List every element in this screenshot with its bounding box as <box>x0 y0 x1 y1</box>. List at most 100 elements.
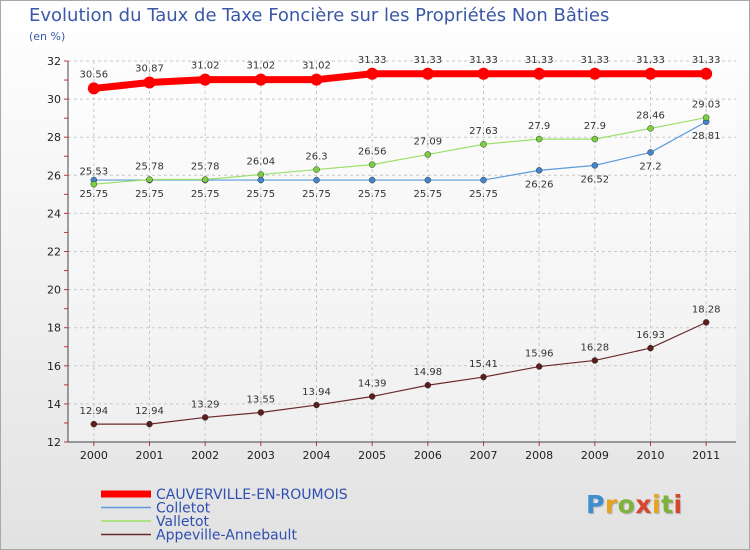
data-label: 31.02 <box>247 61 276 72</box>
legend-label: Valletot <box>156 514 210 530</box>
data-point <box>366 67 379 80</box>
data-label: 25.75 <box>135 189 164 200</box>
data-point <box>644 67 657 80</box>
data-point <box>424 381 432 389</box>
data-label: 27.9 <box>528 121 550 132</box>
y-tick-label: 32 <box>47 55 61 68</box>
data-label: 27.63 <box>469 126 498 137</box>
data-point <box>535 135 543 143</box>
data-label: 31.33 <box>358 55 387 66</box>
data-point <box>310 73 323 86</box>
data-point <box>146 176 153 183</box>
data-point <box>702 319 710 326</box>
data-point <box>591 135 599 143</box>
data-label: 13.94 <box>302 387 331 398</box>
data-point <box>254 73 267 86</box>
data-label: 27.2 <box>639 161 661 172</box>
data-point <box>368 176 376 184</box>
logo-letter: o <box>617 490 636 519</box>
legend-label: CAUVERVILLE-EN-ROUMOIS <box>156 487 348 503</box>
data-point <box>313 166 320 173</box>
data-point <box>368 161 376 168</box>
data-point <box>143 76 156 89</box>
data-label: 27.09 <box>414 137 443 148</box>
chart-subtitle: (en %) <box>29 30 66 43</box>
data-label: 12.94 <box>135 406 164 417</box>
data-label: 31.33 <box>414 55 443 66</box>
y-tick-label: 20 <box>47 284 61 297</box>
data-label: 25.75 <box>247 189 276 200</box>
y-tick-label: 16 <box>47 360 61 373</box>
legend-label: Appeville-Annebault <box>156 528 297 544</box>
data-point <box>313 176 320 184</box>
data-point <box>368 393 376 400</box>
logo-letter: x <box>635 490 652 519</box>
data-label: 25.75 <box>469 189 498 200</box>
series-line <box>93 321 707 425</box>
data-point <box>90 181 98 188</box>
data-label: 31.33 <box>525 55 554 66</box>
data-point <box>87 82 100 95</box>
data-point <box>199 73 212 86</box>
data-label: 14.98 <box>414 367 443 378</box>
data-point <box>591 357 599 364</box>
data-label: 18.28 <box>692 304 721 315</box>
legend-label: Colletot <box>156 501 211 517</box>
data-label: 15.41 <box>469 359 498 370</box>
data-point <box>591 162 599 169</box>
x-tick-label: 2010 <box>637 449 665 462</box>
series-line <box>93 116 707 185</box>
data-point <box>313 401 320 409</box>
x-tick-label: 2000 <box>80 449 108 462</box>
data-label: 28.81 <box>692 131 721 142</box>
data-point <box>647 344 654 352</box>
data-label: 26.52 <box>581 174 610 185</box>
data-label: 25.75 <box>358 189 387 200</box>
data-label: 25.53 <box>80 166 109 177</box>
y-tick-label: 30 <box>47 93 61 106</box>
series-line <box>93 70 707 92</box>
y-tick-label: 22 <box>47 246 61 259</box>
x-tick-label: 2004 <box>303 449 331 462</box>
y-tick-label: 24 <box>47 207 61 220</box>
x-tick-label: 2003 <box>247 449 275 462</box>
data-point <box>647 149 654 156</box>
data-point <box>535 167 543 174</box>
data-label: 26.26 <box>525 179 554 190</box>
data-label: 26.04 <box>247 157 276 168</box>
data-label: 31.33 <box>581 55 610 66</box>
data-label: 15.96 <box>525 349 554 360</box>
x-tick-label: 2007 <box>470 449 498 462</box>
data-point <box>146 420 153 428</box>
data-point <box>257 409 265 416</box>
y-tick-label: 28 <box>47 131 61 144</box>
data-label: 25.78 <box>135 161 164 172</box>
data-label: 25.75 <box>80 189 109 200</box>
data-point <box>700 67 713 80</box>
chart-title: Evolution du Taux de Taxe Foncière sur l… <box>29 5 610 26</box>
x-tick-label: 2001 <box>136 449 164 462</box>
logo-letter: t <box>661 490 674 519</box>
x-tick-label: 2008 <box>525 449 553 462</box>
x-tick-label: 2009 <box>581 449 609 462</box>
data-point <box>257 171 265 178</box>
logo-letter: P <box>586 490 605 519</box>
data-label: 25.75 <box>302 189 331 200</box>
data-label: 27.9 <box>584 121 606 132</box>
data-label: 31.33 <box>469 55 498 66</box>
data-point <box>477 67 490 80</box>
data-point <box>201 414 209 421</box>
data-point <box>257 176 265 184</box>
data-label: 26.3 <box>305 152 327 163</box>
y-tick-label: 12 <box>47 436 61 449</box>
data-label: 12.94 <box>80 406 109 417</box>
data-label: 31.33 <box>692 55 721 66</box>
y-tick-label: 26 <box>47 169 61 182</box>
data-point <box>480 140 487 148</box>
data-label: 31.33 <box>636 55 665 66</box>
data-label: 28.46 <box>636 110 665 121</box>
data-label: 16.28 <box>581 342 610 353</box>
logo-letter: i <box>673 490 683 519</box>
data-point <box>421 67 434 80</box>
data-point <box>533 67 546 80</box>
